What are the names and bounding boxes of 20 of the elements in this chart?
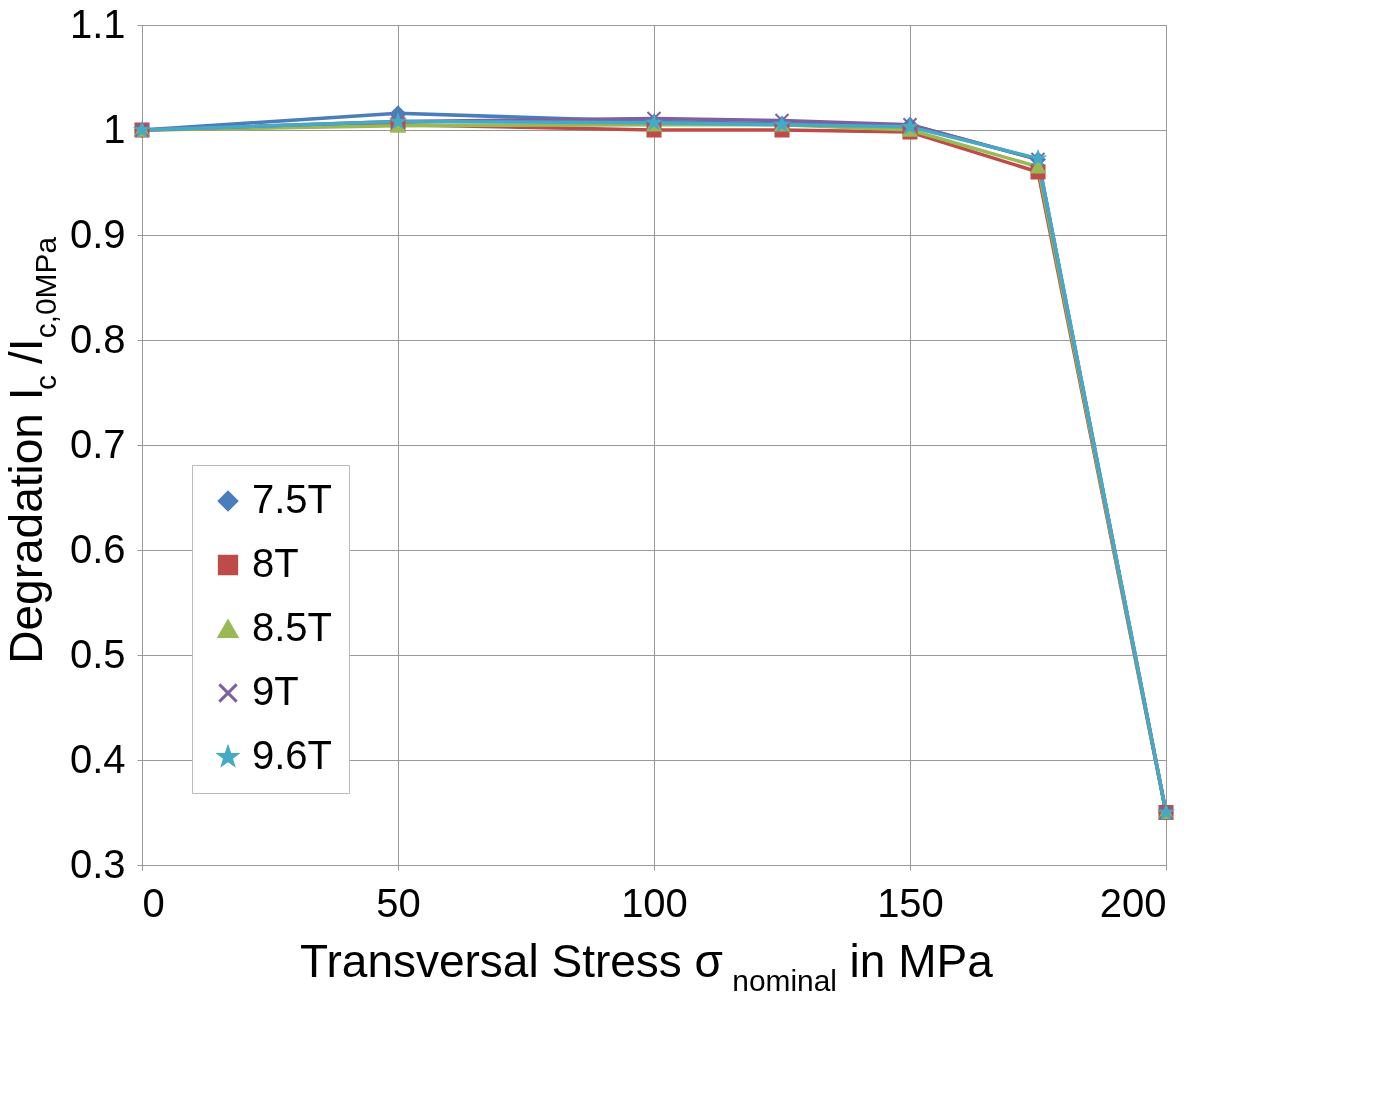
y-tick-label: 0.3 [69,841,126,886]
y-tick-label: 0.6 [69,526,126,571]
legend-label: 8.5T [252,605,333,649]
x-tick-label: 200 [1099,880,1167,925]
y-tick-label: 0.9 [69,211,126,256]
x-tick-label: 0 [142,880,165,925]
y-tick-label: 0.4 [69,736,126,781]
y-tick-label: 1.1 [69,1,126,46]
legend-label: 7.5T [252,477,333,521]
legend-label: 9T [252,669,299,713]
legend-label: 9.6T [252,733,333,777]
y-tick-label: 0.5 [69,631,126,676]
y-tick-label: 0.8 [69,316,126,361]
y-tick-label: 1 [103,106,126,151]
x-tick-label: 150 [877,880,944,925]
y-axis-title: Degradation Ic/Ic,0MPa [0,236,62,664]
y-tick-label: 0.7 [69,421,126,466]
x-tick-label: 100 [621,880,688,925]
legend-label: 8T [252,541,299,585]
x-tick-label: 50 [376,880,421,925]
